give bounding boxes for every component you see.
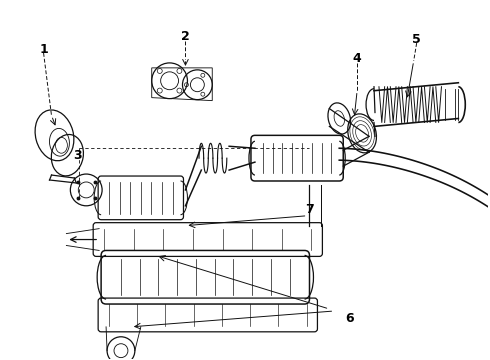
Text: 3: 3 <box>73 149 82 162</box>
Text: 2: 2 <box>181 30 190 42</box>
Text: 6: 6 <box>345 312 353 325</box>
Text: 7: 7 <box>305 203 314 216</box>
Text: 1: 1 <box>39 42 48 55</box>
Text: 5: 5 <box>412 33 421 46</box>
Text: 4: 4 <box>353 53 362 66</box>
